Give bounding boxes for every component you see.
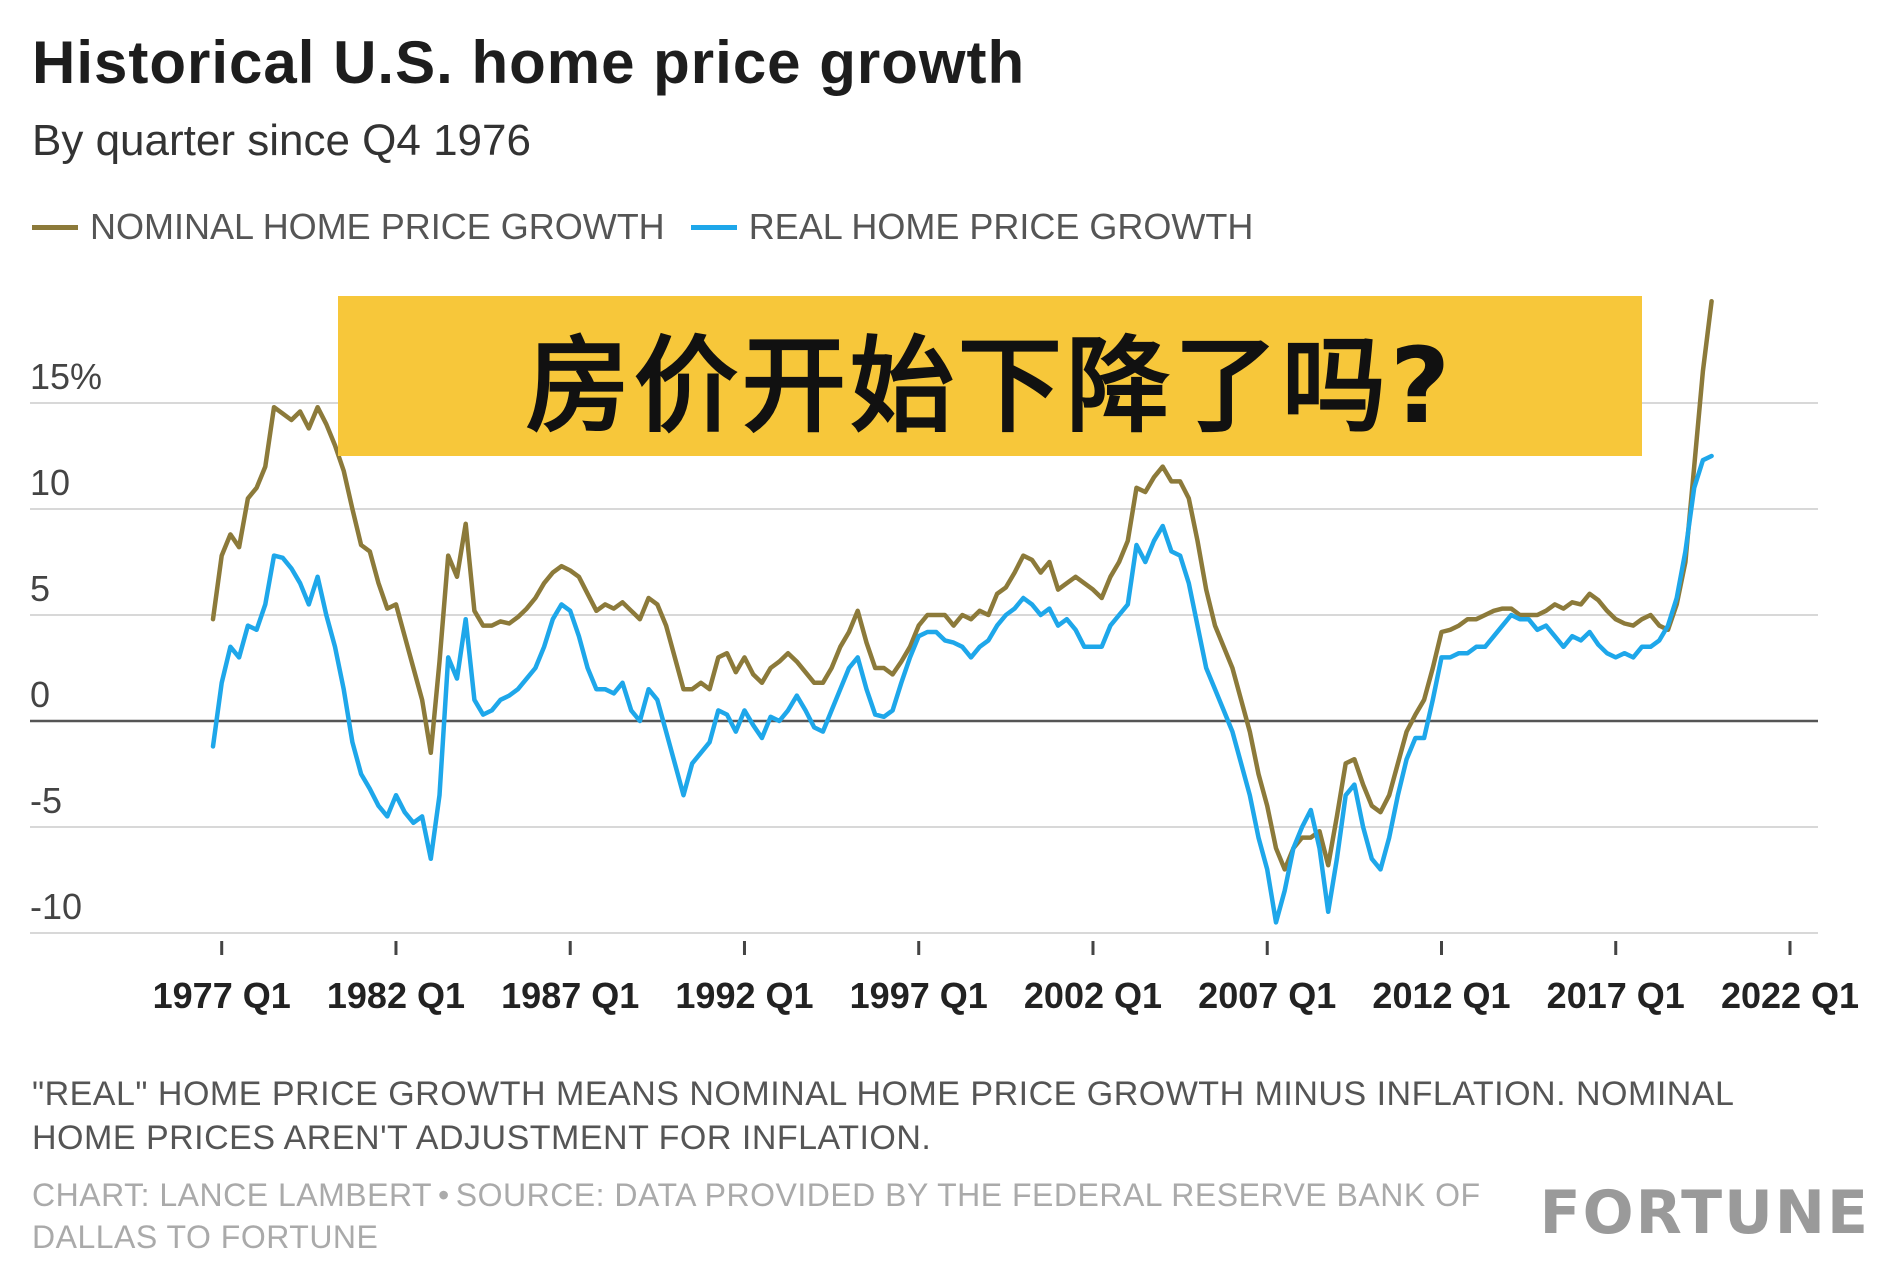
y-tick-label: 5: [30, 568, 50, 609]
line-chart: 15% 10 5 0 -5 -10 1977 Q1 1982 Q1 1987 Q1 1992 Q1…: [30, 298, 1859, 1016]
fortune-logo: FORTUNE: [1539, 1178, 1870, 1248]
chart-subtitle: By quarter since Q4 1976: [32, 116, 531, 165]
x-tick-label: 1992 Q1: [675, 975, 813, 1016]
legend-item-real: REAL HOME PRICE GROWTH: [690, 206, 1254, 248]
x-tick-label: 1982 Q1: [327, 975, 465, 1016]
x-tick-label: 1977 Q1: [153, 975, 291, 1016]
overlay-banner: 房价开始下降了吗?: [338, 296, 1642, 456]
x-tick-label: 2017 Q1: [1547, 975, 1685, 1016]
chart-title: Historical U.S. home price growth: [32, 29, 1026, 96]
x-tick-label: 2012 Q1: [1372, 975, 1510, 1016]
legend-label-real: REAL HOME PRICE GROWTH: [748, 206, 1254, 247]
x-tick-label: 2002 Q1: [1024, 975, 1162, 1016]
series-line-real: [210, 453, 1714, 925]
legend-label-nominal: NOMINAL HOME PRICE GROWTH: [90, 206, 665, 247]
x-tick-label: 2007 Q1: [1198, 975, 1336, 1016]
y-tick-label: -5: [30, 780, 62, 821]
credit-source: SOURCE: DATA PROVIDED BY THE FEDERAL RES…: [32, 1177, 1481, 1255]
y-tick-label: 10: [30, 462, 70, 503]
credit-chart: CHART: LANCE LAMBERT: [32, 1177, 433, 1213]
x-tick-label: 2022 Q1: [1721, 975, 1859, 1016]
credit-line: CHART: LANCE LAMBERT • SOURCE: DATA PROVID…: [32, 1174, 1592, 1258]
footnote: "REAL" HOME PRICE GROWTH MEANS NOMINAL H…: [32, 1075, 1734, 1157]
y-tick-label: 15%: [30, 356, 102, 397]
legend-swatch-real: [690, 224, 737, 230]
legend-swatch-nominal: [32, 224, 78, 230]
legend-item-nominal: NOMINAL HOME PRICE GROWTH: [32, 206, 665, 248]
x-tick-label: 1987 Q1: [501, 975, 639, 1016]
credit-separator: •: [438, 1177, 450, 1213]
y-tick-label: 0: [30, 674, 50, 715]
legend: NOMINAL HOME PRICE GROWTH REAL HOME PRIC…: [32, 206, 1279, 248]
y-tick-label: -10: [30, 886, 82, 927]
x-tick-label: 1997 Q1: [850, 975, 988, 1016]
series-line-nominal: [210, 298, 1714, 872]
